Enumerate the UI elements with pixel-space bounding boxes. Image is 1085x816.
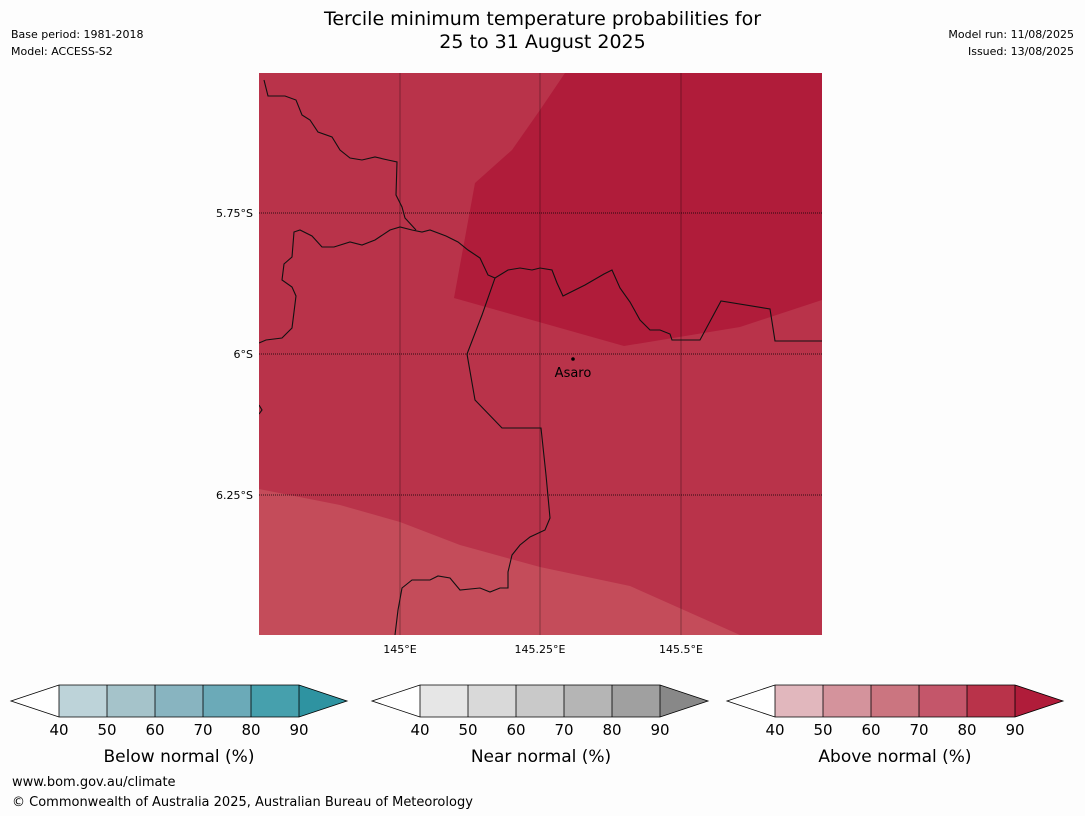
base-period: Base period: 1981-2018 (11, 28, 144, 41)
colorbar-near-normal: 40 50 60 70 80 90 Near normal (%) (370, 684, 710, 767)
cb2-seg-1 (775, 685, 823, 717)
cb2-seg-6 (1015, 685, 1063, 717)
cb0-seg-5 (251, 685, 299, 717)
right-metadata: Model run: 11/08/2025 Issued: 13/08/2025 (948, 26, 1074, 60)
cb1-seg-5 (612, 685, 660, 717)
asaro-label: Asaro (555, 366, 592, 381)
cb2-seg-2 (823, 685, 871, 717)
cb2-seg-4 (919, 685, 967, 717)
cb2-seg-3 (871, 685, 919, 717)
lat-label-5-75S: 5.75°S (216, 207, 253, 220)
colorbar-legends: 40 50 60 70 80 90 Below normal (%) 40 50… (9, 684, 1065, 767)
asaro-location-dot (571, 357, 575, 361)
lon-label-145E: 145°E (383, 643, 416, 656)
cb1-tick-90: 90 (650, 721, 669, 739)
map: Asaro 5.75°S 6°S 6.25°S 145°E 145.25°E 1… (216, 73, 822, 656)
lon-label-145-5E: 145.5°E (659, 643, 703, 656)
cb2-seg-0 (727, 685, 775, 717)
cb1-seg-2 (468, 685, 516, 717)
province-boundaries (259, 79, 822, 635)
footer-url[interactable]: www.bom.gov.au/climate (12, 775, 176, 790)
cb0-tick-70: 70 (193, 721, 212, 739)
cb2-tick-50: 50 (813, 721, 832, 739)
cb0-tick-60: 60 (145, 721, 164, 739)
cb0-seg-0 (11, 685, 59, 717)
cb0-seg-2 (107, 685, 155, 717)
cb1-tick-80: 80 (602, 721, 621, 739)
cb0-tick-50: 50 (97, 721, 116, 739)
footer-copyright: © Commonwealth of Australia 2025, Austra… (12, 795, 473, 810)
map-title: Tercile minimum temperature probabilitie… (0, 8, 1085, 54)
probability-region-90-plus (454, 73, 822, 346)
issued-date: Issued: 13/08/2025 (967, 45, 1074, 58)
cb1-seg-3 (516, 685, 564, 717)
cb0-tick-40: 40 (49, 721, 68, 739)
colorbar-below-normal: 40 50 60 70 80 90 Below normal (%) (9, 684, 349, 767)
cb2-tick-80: 80 (957, 721, 976, 739)
cb1-seg-1 (420, 685, 468, 717)
cb2-seg-5 (967, 685, 1015, 717)
map-area (259, 73, 822, 635)
cb2-label: Above normal (%) (818, 747, 971, 767)
cb0-label: Below normal (%) (104, 747, 255, 767)
lon-label-145-25E: 145.25°E (515, 643, 566, 656)
model-run: Model run: 11/08/2025 (948, 28, 1074, 41)
cb0-seg-4 (203, 685, 251, 717)
title-line-1: Tercile minimum temperature probabilitie… (323, 8, 762, 30)
cb0-seg-1 (59, 685, 107, 717)
cb0-seg-6 (299, 685, 347, 717)
cb1-seg-6 (660, 685, 708, 717)
cb1-seg-0 (372, 685, 420, 717)
cb1-label: Near normal (%) (471, 747, 611, 767)
title-line-2: 25 to 31 August 2025 (439, 31, 646, 53)
colorbar-above-normal: 40 50 60 70 80 90 Above normal (%) (725, 684, 1065, 767)
cb1-tick-70: 70 (554, 721, 573, 739)
left-metadata: Base period: 1981-2018 Model: ACCESS-S2 (11, 26, 143, 60)
lat-label-6-25S: 6.25°S (216, 489, 253, 502)
cb0-tick-90: 90 (289, 721, 308, 739)
cb2-tick-40: 40 (765, 721, 784, 739)
cb1-tick-40: 40 (410, 721, 429, 739)
probability-region-70-80 (259, 489, 740, 635)
model-name: Model: ACCESS-S2 (11, 45, 113, 58)
cb1-tick-50: 50 (458, 721, 477, 739)
lat-label-6S: 6°S (234, 348, 253, 361)
cb1-tick-60: 60 (506, 721, 525, 739)
cb0-seg-3 (155, 685, 203, 717)
cb2-tick-70: 70 (909, 721, 928, 739)
cb1-seg-4 (564, 685, 612, 717)
cb2-tick-60: 60 (861, 721, 880, 739)
cb2-tick-90: 90 (1005, 721, 1024, 739)
cb0-tick-80: 80 (241, 721, 260, 739)
